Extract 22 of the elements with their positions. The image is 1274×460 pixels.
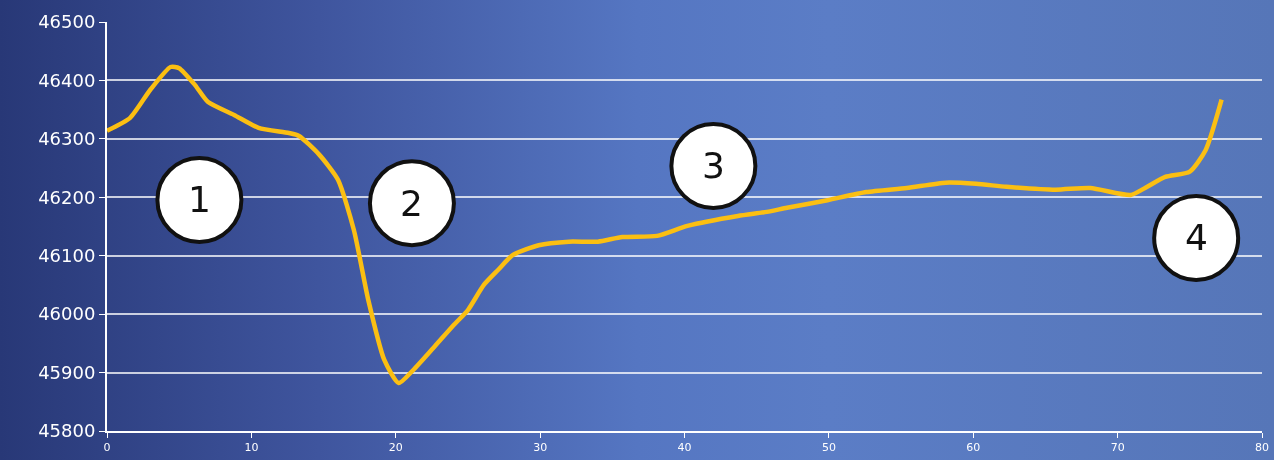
- y-tick-label: 45900: [38, 361, 96, 383]
- x-tick-label: 50: [821, 441, 836, 455]
- y-tick-label: 46500: [38, 11, 96, 33]
- annotation: 4: [1185, 217, 1208, 258]
- x-tick-label: 10: [244, 441, 259, 455]
- line-series: [107, 64, 1224, 386]
- y-tick-label: 45800: [38, 420, 96, 442]
- annotation: 2: [400, 183, 423, 224]
- annotation: 1: [188, 179, 211, 220]
- annotation: 3: [702, 145, 725, 186]
- y-tick-label: 46100: [38, 245, 96, 267]
- x-tick-label: 80: [1255, 441, 1269, 455]
- x-tick-label: 20: [388, 441, 403, 455]
- x-tick-label: 70: [1110, 441, 1125, 455]
- x-tick-label: 30: [533, 441, 548, 455]
- x-tick-label: 60: [966, 441, 981, 455]
- y-tick-label: 46400: [38, 69, 96, 91]
- y-tick-label: 46300: [38, 128, 96, 150]
- x-tick-label: 40: [677, 441, 692, 455]
- x-tick-label: 0: [103, 441, 111, 455]
- y-tick-label: 46000: [38, 303, 96, 325]
- y-tick-label: 46200: [38, 186, 96, 208]
